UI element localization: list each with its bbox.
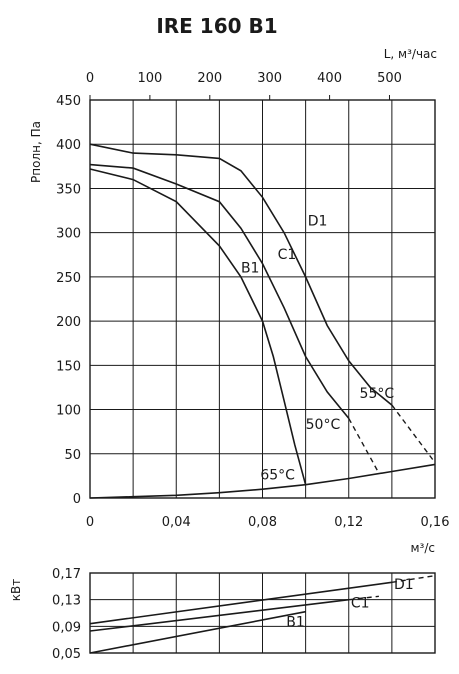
power-axis-label: кВт — [9, 579, 23, 601]
power-annotation-label: C1 — [351, 596, 370, 612]
curve-c1 — [89, 163, 350, 419]
power-annotation-label: B1 — [286, 614, 305, 630]
power-curve-d1-extension — [391, 575, 436, 583]
y-tick-label: 300 — [56, 227, 81, 242]
y-tick-label: 150 — [56, 359, 81, 374]
power-curve-b1 — [89, 610, 306, 654]
y-tick-label: 400 — [56, 138, 81, 153]
y-tick-label: 200 — [56, 315, 81, 330]
x-tick-label: 0,12 — [334, 515, 363, 530]
power-y-tick-label: 0,09 — [52, 620, 81, 635]
y-tick-label: 100 — [56, 404, 81, 419]
secondary-x-tick-label: 300 — [257, 71, 282, 86]
y-tick-label: 350 — [56, 182, 81, 197]
secondary-x-tick-label: 0 — [86, 71, 94, 86]
secondary-x-tick-label: 200 — [197, 71, 222, 86]
secondary-x-tick-label: 400 — [317, 71, 342, 86]
power-curve-c1 — [89, 598, 349, 632]
chart-title: IRE 160 B1 — [156, 14, 277, 38]
x-tick-label: 0,08 — [248, 515, 277, 530]
y-tick-label: 50 — [64, 448, 81, 463]
y-axis-label: Pполн, Па — [29, 121, 43, 183]
x-axis-label: м³/с — [410, 541, 435, 555]
x-tick-label: 0,04 — [162, 515, 191, 530]
power-y-tick-label: 0,05 — [52, 647, 81, 662]
curve-system — [89, 463, 436, 499]
annotation-label: 55°С — [360, 386, 395, 402]
annotation-label: 50°С — [306, 417, 341, 433]
power-y-tick-label: 0,13 — [52, 594, 81, 609]
x-tick-label: 0 — [86, 515, 94, 530]
power-plot-frame — [89, 572, 436, 654]
curve-c1-extension — [348, 418, 380, 474]
y-tick-label: 250 — [56, 271, 81, 286]
curve-d1 — [89, 143, 393, 406]
annotation-label: B1 — [241, 260, 260, 276]
curve-b1 — [89, 168, 307, 485]
y-tick-label: 450 — [56, 94, 81, 109]
curve-d1-extension — [391, 404, 436, 464]
power-plot: 0,05 0,09 0,13 0,17 D1 C1 B1 — [52, 567, 436, 662]
plot-frame — [89, 99, 436, 499]
annotation-label: 65°С — [260, 467, 295, 483]
power-y-tick-label: 0,17 — [52, 567, 81, 582]
y-tick-label: 0 — [73, 492, 81, 507]
annotation-label: C1 — [278, 247, 297, 263]
x-tick-label: 0,16 — [421, 515, 450, 530]
power-annotation-label: D1 — [394, 577, 414, 593]
secondary-x-axis-label: L, м³/час — [384, 47, 437, 61]
power-curve-d1 — [89, 581, 393, 625]
secondary-x-tick-label: 100 — [137, 71, 162, 86]
secondary-x-tick-label: 500 — [377, 71, 402, 86]
pressure-plot: 0 50 100 150 200 250 300 350 400 450 0 0,04 0,08 0,12… — [56, 71, 449, 530]
annotation-label: D1 — [308, 214, 328, 230]
